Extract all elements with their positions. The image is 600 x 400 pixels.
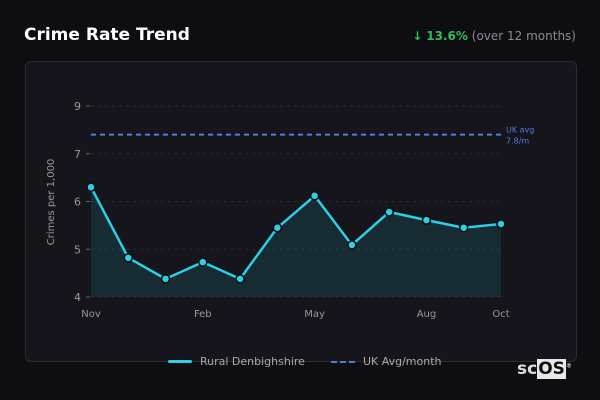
data-point	[309, 191, 320, 201]
data-point	[421, 215, 432, 225]
data-point	[198, 257, 208, 267]
x-tick-label: Nov	[81, 309, 101, 320]
y-tick-label: 4	[74, 291, 81, 304]
data-point	[496, 219, 506, 229]
data-point	[272, 223, 283, 233]
reference-label: UK avg	[506, 126, 534, 135]
x-tick-label: Aug	[417, 309, 437, 320]
area-fill	[91, 187, 501, 297]
change-percent: 13.6%	[426, 29, 468, 43]
data-point	[160, 274, 171, 284]
y-tick-label: 5	[74, 243, 81, 256]
legend: Rural Denbighshire UK Avg/month	[168, 355, 442, 368]
chart-card	[25, 61, 577, 362]
legend-label: UK Avg/month	[362, 355, 442, 368]
data-point	[123, 253, 134, 263]
legend-swatch-solid	[168, 360, 192, 363]
x-tick-label: Feb	[194, 309, 212, 320]
legend-swatch-dashed	[330, 360, 355, 363]
reference-label: 7.8/m	[506, 137, 529, 146]
change-arrow-icon: ↓	[412, 29, 423, 43]
data-point	[458, 223, 469, 233]
y-tick-label: 6	[74, 196, 81, 209]
series-line	[89, 186, 502, 281]
legend-item-reference[interactable]: UK Avg/month	[330, 355, 442, 368]
y-tick-label: 7	[74, 148, 81, 161]
scos-logo: scOS®	[517, 359, 572, 379]
y-axis-label: Crimes per 1,000	[46, 159, 57, 246]
legend-label: Rural Denbighshire	[200, 355, 305, 368]
data-point	[347, 240, 357, 250]
chart-title: Crime Rate Trend	[24, 25, 190, 45]
change-summary: ↓ 13.6% (over 12 months)	[412, 29, 576, 43]
data-point	[86, 182, 96, 192]
change-note: (over 12 months)	[471, 29, 576, 43]
x-tick-label: May	[304, 309, 325, 320]
data-point	[384, 207, 394, 217]
data-point	[235, 274, 245, 284]
y-tick-label: 9	[74, 100, 81, 113]
legend-item-series[interactable]: Rural Denbighshire	[168, 355, 305, 368]
x-tick-label: Oct	[492, 309, 509, 320]
